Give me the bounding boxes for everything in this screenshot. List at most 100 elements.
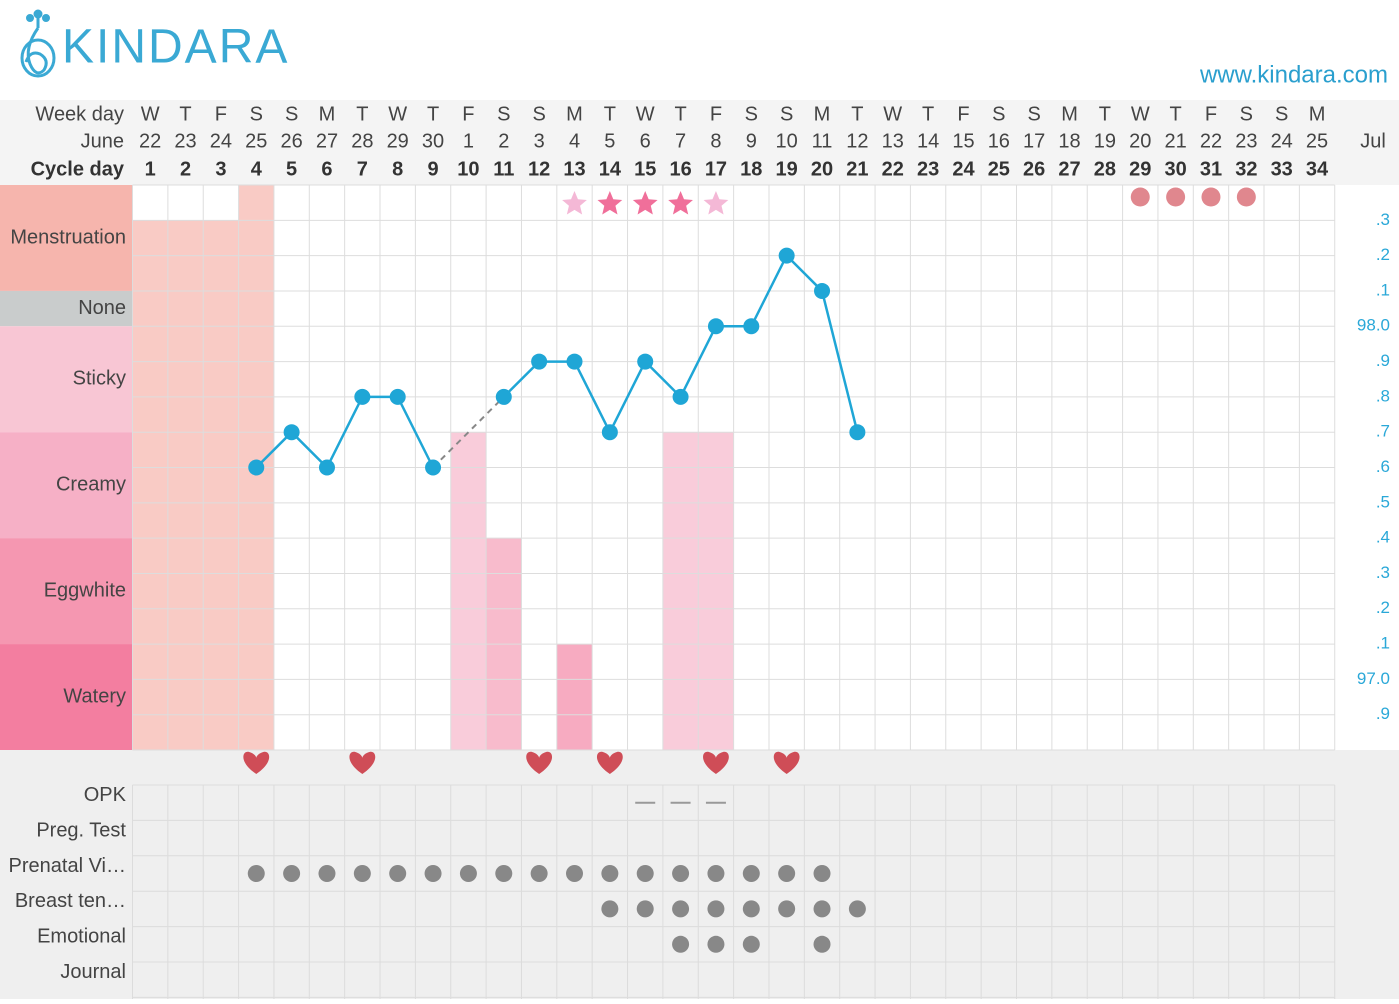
weekday: S — [1240, 103, 1253, 125]
cycle-day: 17 — [705, 158, 727, 180]
y-tick-label: .6 — [1376, 457, 1390, 476]
y-tick-label: .2 — [1376, 245, 1390, 264]
cervix-star — [597, 191, 623, 215]
date: 7 — [675, 130, 686, 152]
cervix-star — [562, 191, 587, 215]
tracking-dot — [283, 865, 301, 882]
cycle-day: 32 — [1235, 158, 1257, 180]
heart — [596, 751, 623, 774]
fluid-label: None — [78, 297, 126, 319]
weekday: S — [745, 103, 758, 125]
date: 29 — [387, 130, 409, 152]
weekday: T — [1170, 103, 1182, 125]
tracking-label: Breast ten… — [15, 890, 126, 912]
fluid-band — [0, 538, 133, 645]
weekday: W — [883, 103, 902, 125]
header-bg — [0, 100, 1399, 185]
cycle-day: 20 — [811, 158, 833, 180]
date: 6 — [640, 130, 651, 152]
row-label: Cycle day — [31, 158, 125, 180]
date: 10 — [776, 130, 798, 152]
date: 15 — [952, 130, 974, 152]
weekday: F — [215, 103, 227, 125]
weekday: T — [604, 103, 616, 125]
date: 14 — [917, 130, 939, 152]
tracking-dot — [636, 900, 654, 918]
weekday: F — [957, 103, 969, 125]
weekday: T — [674, 103, 686, 125]
cycle-day: 34 — [1306, 158, 1329, 180]
temperature-point — [707, 318, 724, 335]
date: 18 — [1058, 130, 1080, 152]
fluid-bar — [698, 432, 734, 750]
fluid-bar — [450, 432, 487, 750]
cycle-day: 4 — [251, 158, 263, 180]
month-label: Jul — [1360, 130, 1386, 152]
date: 20 — [1129, 130, 1151, 152]
weekday: M — [566, 103, 583, 125]
fluid-bar — [662, 432, 699, 750]
y-tick-label: .3 — [1376, 563, 1390, 582]
fluid-label: Menstruation — [10, 226, 126, 248]
tracking-dot — [742, 935, 760, 953]
weekday: M — [814, 103, 831, 125]
y-tick-label: .4 — [1376, 528, 1390, 547]
y-tick-label: .1 — [1376, 280, 1390, 299]
tracking-dot — [459, 865, 477, 882]
date: 8 — [710, 130, 721, 152]
tracking-dot — [636, 865, 654, 882]
cycle-day: 1 — [145, 158, 156, 180]
weekday: T — [427, 103, 439, 125]
date: 2 — [498, 130, 509, 152]
date: 25 — [245, 130, 267, 152]
tracking-dot — [813, 865, 831, 882]
temperature-point — [495, 388, 512, 405]
temperature-point — [637, 353, 654, 370]
tracking-dot — [247, 865, 265, 882]
cervix-star — [632, 191, 658, 215]
cycle-day: 14 — [599, 158, 622, 180]
tracking-dot — [707, 865, 725, 882]
y-tick-label: .5 — [1376, 492, 1390, 511]
temperature-point — [849, 424, 866, 441]
cycle-day: 5 — [286, 158, 297, 180]
weekday: M — [319, 103, 336, 125]
tracking-label: OPK — [84, 784, 127, 806]
cycle-day: 18 — [740, 158, 762, 180]
cycle-day: 12 — [528, 158, 550, 180]
tracking-dot — [707, 935, 725, 953]
cycle-day: 31 — [1200, 158, 1222, 180]
tracking-label: Emotional — [37, 926, 126, 948]
weekday: T — [851, 103, 863, 125]
logo-icon — [20, 9, 56, 78]
weekday: S — [1028, 103, 1041, 125]
y-tick-label: .9 — [1376, 704, 1390, 723]
cervix-star — [668, 191, 693, 215]
tracking-dot — [672, 865, 690, 882]
weekday: W — [388, 103, 407, 125]
date: 23 — [1235, 130, 1257, 152]
temperature-point — [531, 353, 548, 370]
fluid-band — [0, 290, 133, 327]
weekday: F — [710, 103, 722, 125]
brand: KINDARA — [62, 21, 289, 74]
cycle-day: 11 — [493, 158, 514, 180]
cycle-day: 6 — [321, 158, 332, 180]
tracking-label: Journal — [60, 961, 126, 983]
cycle-day: 30 — [1164, 158, 1186, 180]
tracking-dot — [707, 900, 725, 918]
date: 22 — [1200, 130, 1222, 152]
cycle-day: 13 — [563, 158, 585, 180]
date: 19 — [1094, 130, 1116, 152]
date: 22 — [139, 130, 161, 152]
date: 30 — [422, 130, 444, 152]
temperature-point — [601, 424, 618, 441]
cycle-day: 27 — [1058, 158, 1080, 180]
y-tick-label: .1 — [1376, 634, 1390, 653]
date: 26 — [280, 130, 302, 152]
tracking-dot — [495, 865, 513, 882]
date: 12 — [846, 130, 868, 152]
heart — [243, 751, 270, 774]
weekday: W — [636, 103, 655, 125]
date: 17 — [1023, 130, 1045, 152]
